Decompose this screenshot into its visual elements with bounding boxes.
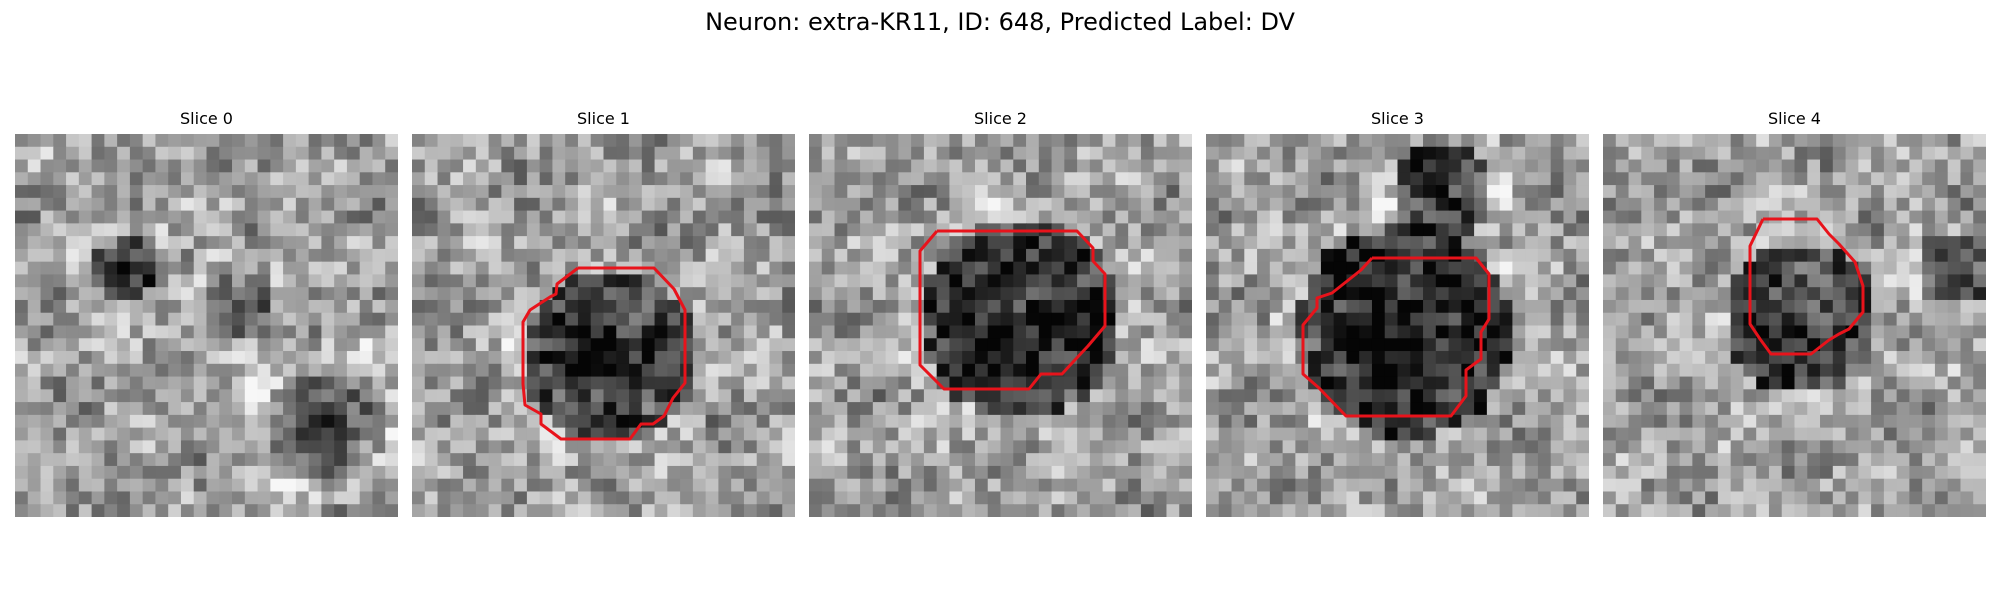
segmentation-contour	[1301, 256, 1491, 418]
slice-title: Slice 3	[1371, 109, 1424, 128]
slice-title: Slice 2	[974, 109, 1027, 128]
segmentation-contour	[521, 266, 687, 441]
grayscale-image	[1206, 134, 1589, 517]
slice-panel-2: Slice 2	[809, 108, 1192, 517]
slice-panel-3: Slice 3	[1206, 108, 1589, 517]
slice-title: Slice 0	[180, 109, 233, 128]
grayscale-image	[412, 134, 795, 517]
segmentation-contour	[1748, 217, 1865, 356]
grayscale-image	[1603, 134, 1986, 517]
slice-image	[1603, 134, 1986, 517]
figure-title: Neuron: extra-KR11, ID: 648, Predicted L…	[705, 8, 1295, 36]
grayscale-image	[809, 134, 1192, 517]
segmentation-contour	[918, 229, 1107, 391]
slice-panel-0: Slice 0	[15, 108, 398, 517]
slice-title: Slice 4	[1768, 109, 1821, 128]
grayscale-image	[15, 134, 398, 517]
slice-panel-1: Slice 1	[412, 108, 795, 517]
slice-image	[1206, 134, 1589, 517]
slice-image	[412, 134, 795, 517]
slice-title: Slice 1	[577, 109, 630, 128]
slice-image	[809, 134, 1192, 517]
slice-image	[15, 134, 398, 517]
slice-panel-4: Slice 4	[1603, 108, 1986, 517]
